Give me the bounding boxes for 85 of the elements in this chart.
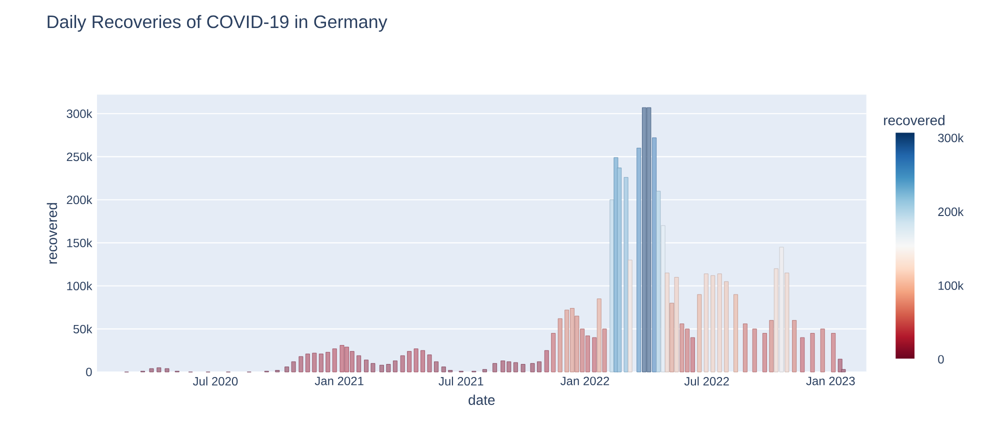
bar [298,356,304,372]
y-tick-label: 0 [86,368,92,376]
y-tick-label: 100k [67,281,92,290]
bar [841,369,846,372]
bar [636,148,642,372]
x-tick-label: Jan 2021 [314,376,364,386]
bar [427,354,432,372]
bar [742,324,748,372]
y-tick-label: 150k [67,238,92,248]
bar [704,274,708,372]
color-bar-label: 200k [938,207,964,216]
bar [784,272,790,372]
bar [624,177,628,372]
bar [392,360,398,372]
y-tick-label: 300k [66,109,92,118]
bar [710,275,716,372]
color-bar-label: 0 [938,355,944,364]
bar [291,361,296,372]
bar [800,337,805,372]
x-tick-label: Jan 2022 [560,376,610,386]
bar [602,328,607,372]
bar [697,294,702,372]
bar [441,366,446,372]
bar [544,350,549,372]
bar [312,352,317,372]
bar [386,364,391,372]
bar [149,368,154,372]
y-tick-label: 250k [66,152,92,162]
bar [407,351,412,372]
bar [810,333,815,372]
bar [400,355,405,372]
bar [482,369,487,372]
bar [156,367,162,372]
bar [284,366,290,372]
bar [551,333,556,372]
bar [305,354,310,372]
y-axis-title: recovered [46,203,58,264]
bar [656,190,661,372]
bar [596,298,602,372]
bar [724,281,729,372]
bar [664,272,670,372]
bar [537,361,542,372]
bar [434,361,438,372]
y-tick-label: 50k [73,324,92,334]
bar [792,320,797,372]
bar [558,318,562,372]
x-tick-label: Jul 2020 [192,376,238,386]
bar [670,302,674,372]
bar [530,363,535,372]
color-bar-label: 300k [938,133,964,142]
bar [332,348,337,372]
bar [318,354,324,372]
bar [592,337,597,372]
bar [734,294,738,372]
bar [762,333,767,372]
bar [164,368,170,372]
color-bar-title: recovered [884,115,944,126]
bar [414,348,418,372]
bar [628,260,632,372]
bar [752,328,757,372]
chart-title: Daily Recoveries of COVID-19 in Germany [48,14,388,32]
bar [326,352,330,372]
bar [420,350,425,372]
bar [364,360,368,372]
color-bar-label: 100k [938,281,964,290]
bar [610,200,614,372]
bar [520,364,526,372]
bar [492,363,497,372]
bar [774,268,778,372]
bar [820,328,825,372]
bar [831,333,836,372]
bar [380,364,384,372]
x-tick-label: Jul 2021 [438,376,484,386]
bar [717,274,722,372]
bar [370,363,376,372]
bar [838,358,842,372]
y-tick-label: 200k [66,195,92,204]
bar [356,355,362,372]
bar [652,138,657,372]
bar [769,320,774,372]
bar [513,362,518,372]
x-tick-label: Jan 2023 [806,376,855,386]
x-axis-title: date [468,394,495,405]
bar [674,277,679,372]
x-tick-label: Jul 2022 [684,376,729,386]
